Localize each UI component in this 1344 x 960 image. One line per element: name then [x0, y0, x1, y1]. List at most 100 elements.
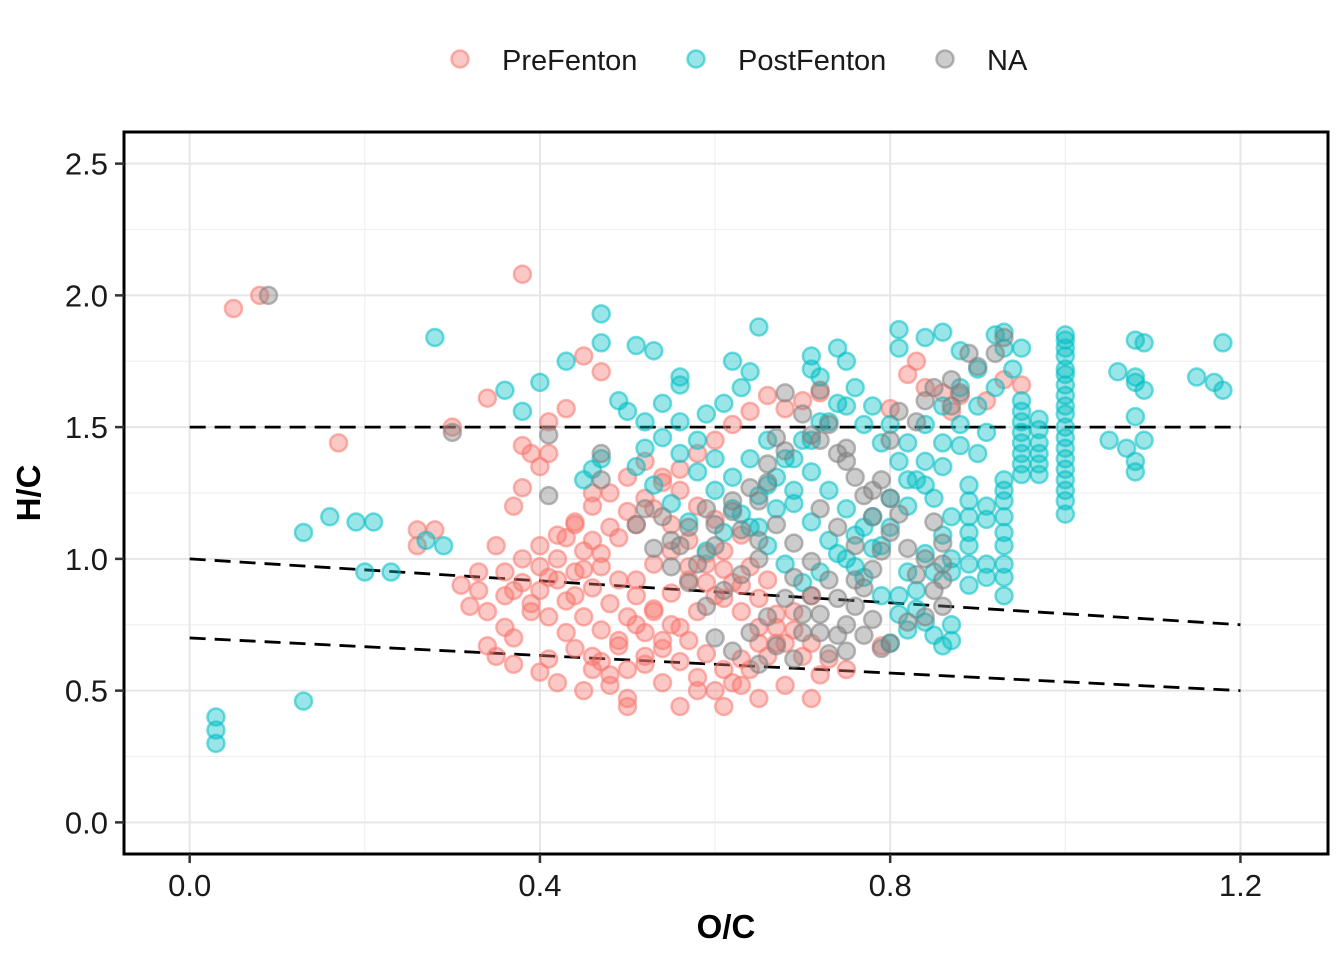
data-point: [320, 506, 340, 527]
data-point: [608, 636, 629, 656]
data-point: [889, 319, 909, 340]
data-point: [810, 499, 830, 519]
data-point: [661, 583, 682, 603]
data-point: [530, 580, 550, 601]
data-point: [871, 638, 892, 659]
data-point: [880, 517, 900, 538]
data-point: [512, 549, 533, 569]
data-point: [1055, 491, 1076, 511]
data-point: [766, 514, 787, 535]
data-point: [827, 393, 848, 414]
data-point: [547, 672, 568, 693]
data-point: [757, 385, 778, 406]
data-point: [749, 530, 769, 551]
data-point: [661, 557, 682, 577]
data-point: [915, 607, 935, 627]
data-point: [740, 362, 760, 382]
data-point: [538, 412, 559, 432]
data-point: [644, 601, 664, 622]
data-point: [635, 438, 655, 458]
series-PreFenton: [223, 264, 1032, 717]
legend-key: [935, 49, 955, 69]
data-point: [547, 525, 568, 545]
x-tick-label: 1.2: [1219, 868, 1262, 903]
data-point: [573, 680, 594, 701]
data-point: [582, 530, 603, 551]
data-point: [705, 448, 725, 469]
data-point: [600, 593, 620, 614]
data-point: [591, 620, 611, 640]
data-point: [582, 496, 603, 516]
data-point: [714, 580, 734, 601]
data-point: [644, 538, 664, 559]
data-point: [722, 491, 743, 511]
data-point: [556, 591, 576, 611]
data-point: [722, 414, 743, 435]
data-point: [355, 562, 375, 582]
data-point: [827, 625, 848, 646]
data-point: [442, 422, 463, 443]
data-point: [994, 522, 1014, 543]
data-point: [293, 522, 314, 543]
data-point: [705, 430, 725, 451]
data-point: [976, 509, 997, 530]
data-point: [749, 491, 769, 511]
series-PostFenton: [206, 304, 1233, 754]
data-point: [328, 433, 349, 453]
data-point: [827, 588, 848, 609]
data-point: [757, 570, 778, 590]
data-point: [1055, 325, 1076, 345]
data-point: [766, 636, 787, 656]
data-point: [792, 404, 813, 424]
data-point: [792, 622, 813, 643]
data-point: [950, 414, 970, 435]
data-point: [976, 496, 997, 516]
data-point: [468, 562, 489, 582]
data-point: [775, 383, 795, 403]
data-point: [600, 675, 620, 696]
data-point: [819, 570, 839, 590]
data-point: [941, 506, 962, 527]
data-point: [626, 586, 646, 606]
data-point: [1134, 430, 1154, 451]
data-point: [521, 443, 541, 464]
data-point: [959, 475, 979, 495]
data-point: [871, 541, 892, 561]
data-point: [994, 567, 1014, 588]
data-point: [1213, 333, 1233, 353]
data-point: [416, 530, 436, 551]
data-point: [959, 506, 979, 527]
data-point: [819, 414, 839, 435]
data-point: [976, 422, 997, 443]
x-axis: 0.0 0.4 0.8 1.2: [168, 854, 1262, 903]
data-point: [573, 470, 594, 490]
y-tick-label: 2.0: [65, 278, 108, 313]
data-point: [582, 659, 603, 680]
data-point: [687, 430, 708, 451]
data-point: [714, 559, 734, 580]
data-point: [792, 391, 813, 411]
data-point: [433, 535, 454, 556]
data-point: [626, 335, 646, 356]
data-point: [635, 499, 655, 519]
data-point: [346, 512, 366, 532]
legend-label: PostFenton: [738, 45, 886, 77]
data-point: [687, 554, 708, 574]
data-point: [1003, 359, 1023, 379]
data-point: [670, 412, 690, 432]
data-point: [836, 659, 857, 680]
data-point: [871, 586, 892, 606]
data-point: [679, 572, 699, 593]
data-point: [451, 575, 471, 595]
data-point: [810, 367, 830, 387]
data-point: [722, 672, 743, 693]
data-point: [696, 572, 717, 593]
data-point: [644, 475, 664, 495]
data-point: [827, 517, 848, 538]
data-point: [731, 564, 752, 585]
data-point: [845, 377, 865, 398]
data-point: [775, 398, 795, 419]
data-point: [573, 607, 594, 627]
data-point: [670, 443, 690, 464]
data-point: [819, 643, 839, 664]
